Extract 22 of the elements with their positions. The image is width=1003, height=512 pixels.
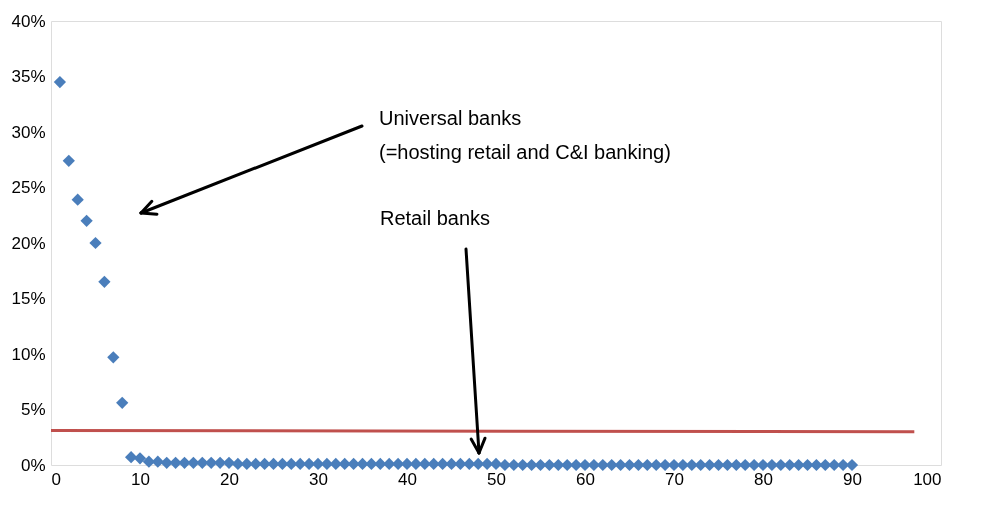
y-tick-label: 35% — [11, 67, 46, 86]
x-tick-label: 70 — [665, 469, 684, 489]
annotation: Retail banks — [380, 207, 491, 229]
y-tick-label: 20% — [11, 233, 46, 253]
x-tick-label: 50 — [487, 469, 506, 489]
x-tick-label: 0 — [51, 469, 61, 489]
y-tick-label: 10% — [11, 344, 46, 364]
y-tick-label: 40% — [11, 11, 46, 31]
y-tick-label: 25% — [11, 178, 46, 197]
x-tick-label: 60 — [576, 469, 595, 489]
x-tick-label: 40 — [398, 469, 417, 489]
x-tick-label: 20 — [220, 469, 239, 489]
y-tick-label: 15% — [11, 289, 46, 308]
x-tick-label: 10 — [131, 469, 150, 489]
annotation: Universal banks (=hosting retail and C&I banking) — [379, 107, 671, 163]
x-tick-label: 90 — [843, 469, 862, 489]
y-tick-label: 5% — [20, 400, 46, 419]
y-tick-label: 0% — [20, 455, 46, 475]
y-tick-label: 30% — [11, 122, 46, 142]
x-tick-label: 80 — [754, 469, 773, 489]
x-tick-label: 30 — [309, 469, 328, 489]
x-tick-label: 100 — [913, 469, 942, 489]
